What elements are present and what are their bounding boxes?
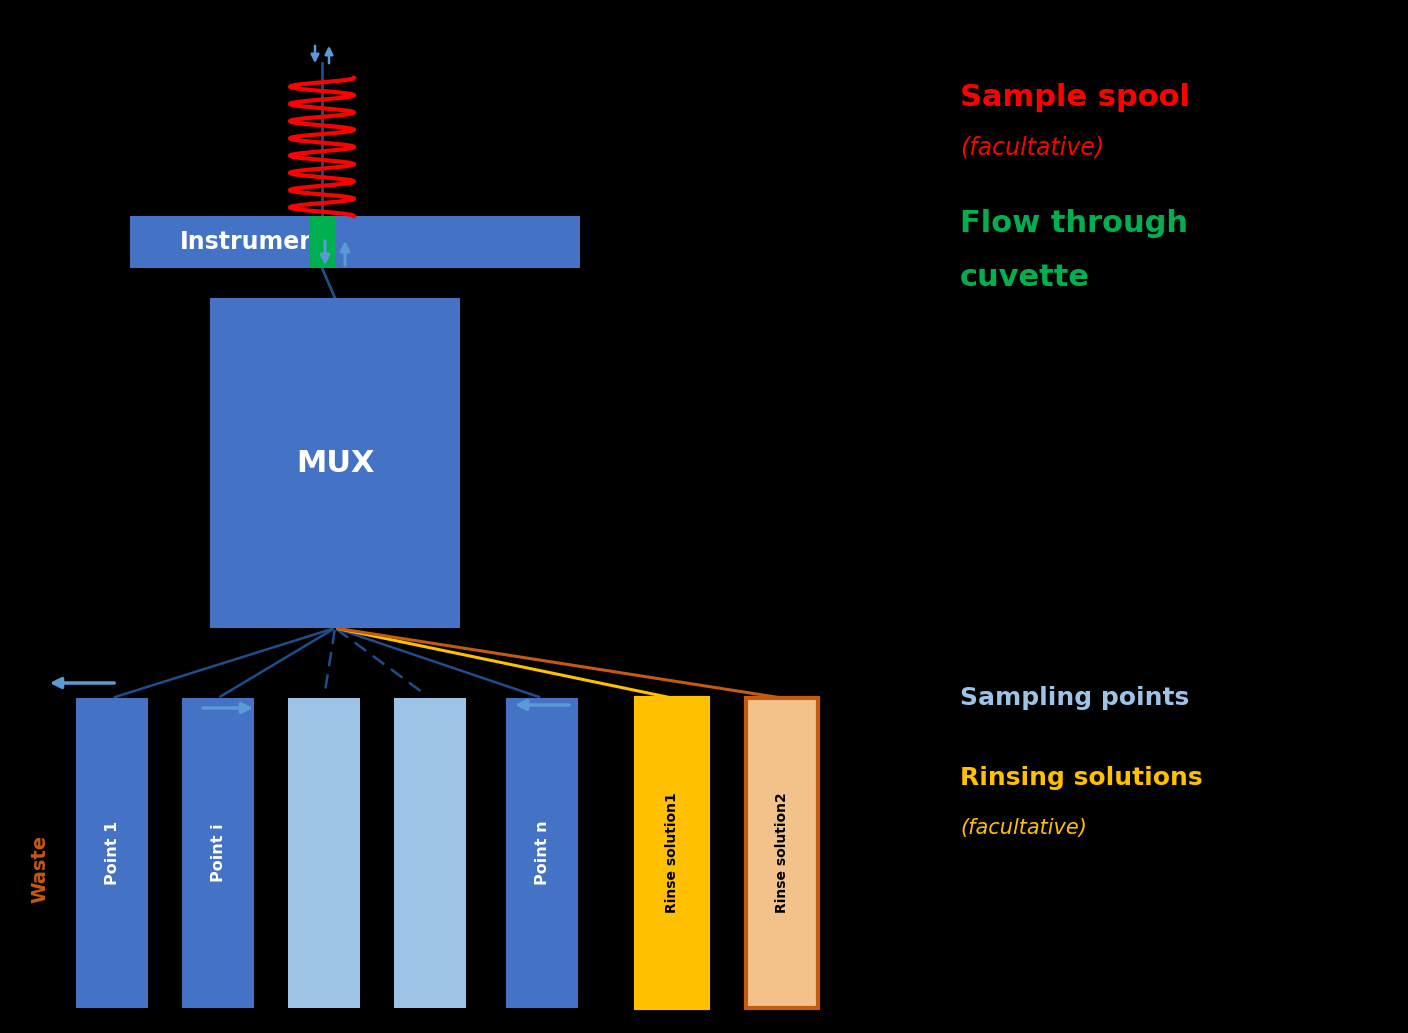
FancyBboxPatch shape [636, 698, 708, 1008]
Text: MUX: MUX [296, 448, 375, 477]
FancyBboxPatch shape [394, 698, 466, 1008]
Text: Instrument: Instrument [180, 230, 328, 254]
Text: Point 1: Point 1 [104, 821, 120, 885]
FancyBboxPatch shape [289, 698, 360, 1008]
FancyBboxPatch shape [130, 216, 580, 268]
Text: Point n: Point n [535, 820, 549, 885]
FancyBboxPatch shape [76, 698, 148, 1008]
Text: Point i: Point i [211, 823, 225, 882]
Text: (facultative): (facultative) [960, 136, 1104, 160]
FancyBboxPatch shape [746, 698, 818, 1008]
Text: Flow through: Flow through [960, 209, 1188, 238]
Text: Sampling points: Sampling points [960, 686, 1190, 710]
Text: Rinsing solutions: Rinsing solutions [960, 766, 1202, 790]
FancyBboxPatch shape [308, 216, 335, 268]
Text: Waste: Waste [31, 835, 49, 903]
Text: cuvette: cuvette [960, 263, 1090, 292]
Text: Rinse solution2: Rinse solution2 [774, 792, 788, 913]
FancyBboxPatch shape [505, 698, 579, 1008]
FancyBboxPatch shape [182, 698, 253, 1008]
Text: (facultative): (facultative) [960, 818, 1087, 838]
FancyBboxPatch shape [210, 298, 460, 628]
Text: Rinse solution1: Rinse solution1 [665, 792, 679, 913]
Text: Sample spool: Sample spool [960, 84, 1190, 113]
